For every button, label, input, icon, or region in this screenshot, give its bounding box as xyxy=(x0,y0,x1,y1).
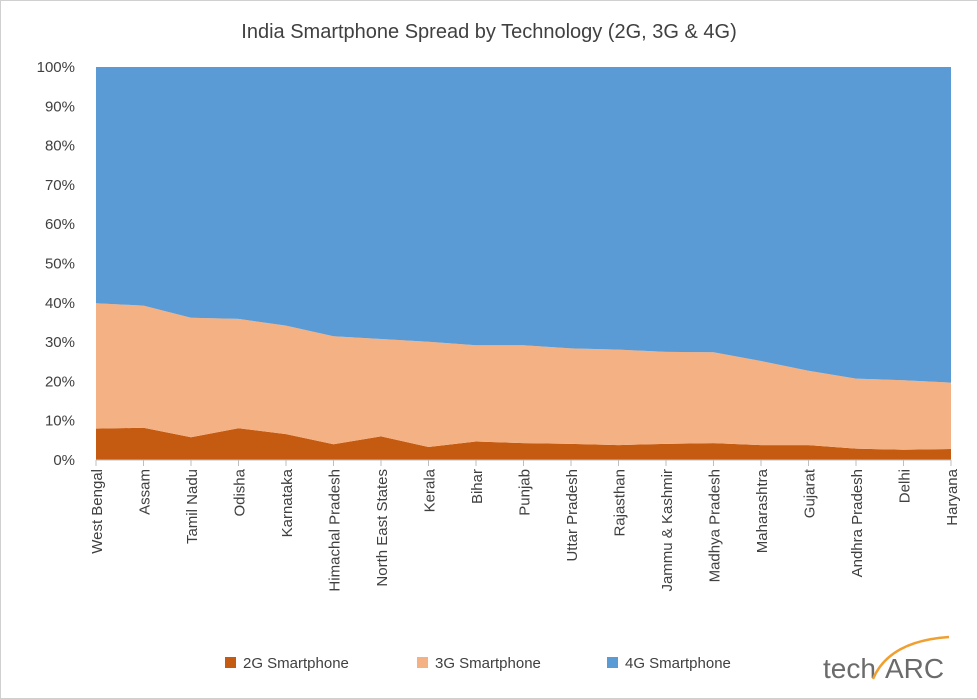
x-tick-label: Gujarat xyxy=(802,468,819,518)
logo-text-arc: ARC xyxy=(885,653,944,684)
series-area-2 xyxy=(96,303,951,450)
legend-swatch xyxy=(607,657,618,668)
x-tick-label: Haryana xyxy=(944,468,961,525)
logo-text-tech: tech xyxy=(823,653,876,684)
x-tick-label: Himachal Pradesh xyxy=(327,469,344,592)
legend-label: 4G Smartphone xyxy=(625,655,731,672)
legend-swatch xyxy=(417,657,428,668)
y-tick-label: 90% xyxy=(45,98,75,115)
x-tick-label: Bihar xyxy=(469,469,486,504)
x-tick-label: Andhra Pradesh xyxy=(849,469,866,577)
x-tick-label: Punjab xyxy=(517,469,534,516)
y-tick-label: 70% xyxy=(45,177,75,194)
y-axis: 0% 10% 20% 30% 40% 50% 60% 70% 80% 90% 100% xyxy=(37,59,75,469)
y-tick-label: 20% xyxy=(45,373,75,390)
x-tick-label: Kerala xyxy=(422,468,439,512)
series-area-1 xyxy=(96,427,951,460)
x-tick-label: Assam xyxy=(137,469,154,515)
chart-title: India Smartphone Spread by Technology (2… xyxy=(241,21,736,43)
x-tick-label: Maharashtra xyxy=(754,468,771,553)
x-tick-label: North East States xyxy=(374,469,391,587)
y-tick-label: 10% xyxy=(45,413,75,430)
x-tick-label: Odisha xyxy=(232,468,249,516)
techarc-logo: tech ARC xyxy=(823,635,950,684)
legend-swatch xyxy=(225,657,236,668)
x-tick-label: West Bengal xyxy=(89,469,106,554)
legend: 2G Smartphone 3G Smartphone 4G Smartphone xyxy=(225,655,731,672)
y-tick-label: 40% xyxy=(45,295,75,312)
y-tick-label: 80% xyxy=(45,138,75,155)
x-axis: West Bengal Assam Tamil Nadu Odisha Karnatak… xyxy=(89,459,961,592)
legend-label: 2G Smartphone xyxy=(243,655,349,672)
x-tick-label: Tamil Nadu xyxy=(184,469,201,544)
y-tick-label: 0% xyxy=(53,452,75,469)
y-tick-label: 60% xyxy=(45,216,75,233)
y-tick-label: 50% xyxy=(45,256,75,273)
series-area-3 xyxy=(96,67,951,383)
logo-arc-swoosh xyxy=(871,635,950,680)
x-tick-label: Rajasthan xyxy=(612,469,629,537)
y-tick-label: 30% xyxy=(45,334,75,351)
x-tick-label: Madhya Pradesh xyxy=(707,469,724,582)
x-tick-label: Jammu & Kashmir xyxy=(659,469,676,592)
x-tick-label: Karnataka xyxy=(279,468,296,537)
x-tick-label: Uttar Pradesh xyxy=(564,469,581,562)
plot-areas xyxy=(96,67,951,460)
x-tick-label: Delhi xyxy=(897,469,914,503)
y-tick-label: 100% xyxy=(37,59,75,76)
legend-label: 3G Smartphone xyxy=(435,655,541,672)
